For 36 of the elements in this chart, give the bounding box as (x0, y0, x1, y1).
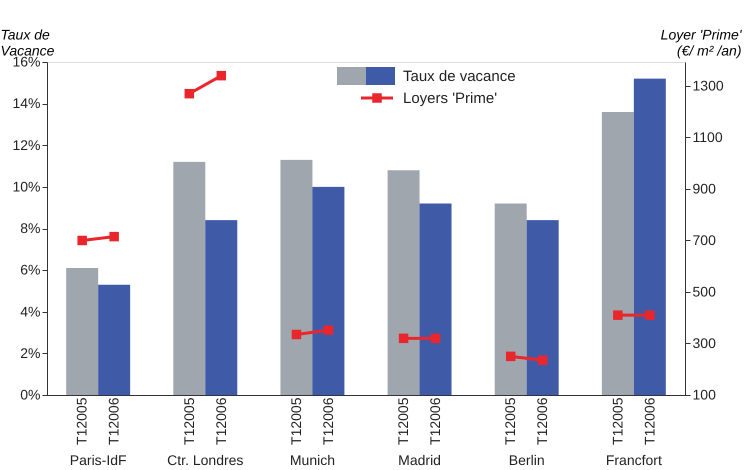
legend-label: Loyers 'Prime' (403, 90, 498, 107)
legend-label: Taux de vacance (403, 68, 516, 85)
y-tick-label: 4% (20, 303, 40, 320)
y2-tick-label: 900 (692, 180, 716, 196)
text: Berlin (508, 452, 545, 468)
y-tick-label: 10% (12, 178, 40, 194)
y-tick-label: 0% (20, 386, 40, 402)
x-tick-label: T12006 (106, 397, 122, 445)
x-tick-label: T12005 (288, 397, 304, 445)
x-tick-label: T12006 (534, 397, 550, 445)
y2-tick-label: 100 (692, 386, 716, 402)
x-tick-label: T12005 (609, 397, 626, 445)
y2-tick-label: 1100 (692, 128, 723, 145)
y-tick-label: 2% (20, 344, 40, 361)
y2-tick-label: 500 (692, 283, 716, 300)
text: Munich (290, 452, 336, 468)
text: Paris-IdF (70, 452, 127, 468)
y-tick-label: 14% (12, 95, 40, 112)
x-tick-label: T12005 (180, 397, 197, 445)
text: Ctr. Londres (167, 452, 244, 468)
x-tick-label: T12006 (641, 397, 658, 445)
x-tick-label: T12006 (212, 397, 229, 445)
y-tick-label: 6% (20, 262, 40, 278)
x-tick-label: T12006 (320, 397, 336, 445)
text: Francfort (606, 452, 662, 468)
y2-tick-label: 300 (692, 334, 716, 351)
y2-axis-title: Loyer 'Prime' (€/ m² /an) (660, 26, 743, 58)
y-tick-label: 12% (12, 136, 40, 153)
y2-tick-label: 700 (692, 232, 716, 248)
x-tick-label: T12005 (395, 397, 412, 445)
x-tick-label: T12005 (502, 397, 518, 445)
y-tick-label: 8% (20, 220, 40, 236)
y2-tick-label: 1300 (692, 77, 724, 94)
x-tick-label: T12006 (427, 397, 444, 445)
x-tick-label: T12005 (74, 397, 90, 445)
text: Madrid (398, 452, 441, 468)
